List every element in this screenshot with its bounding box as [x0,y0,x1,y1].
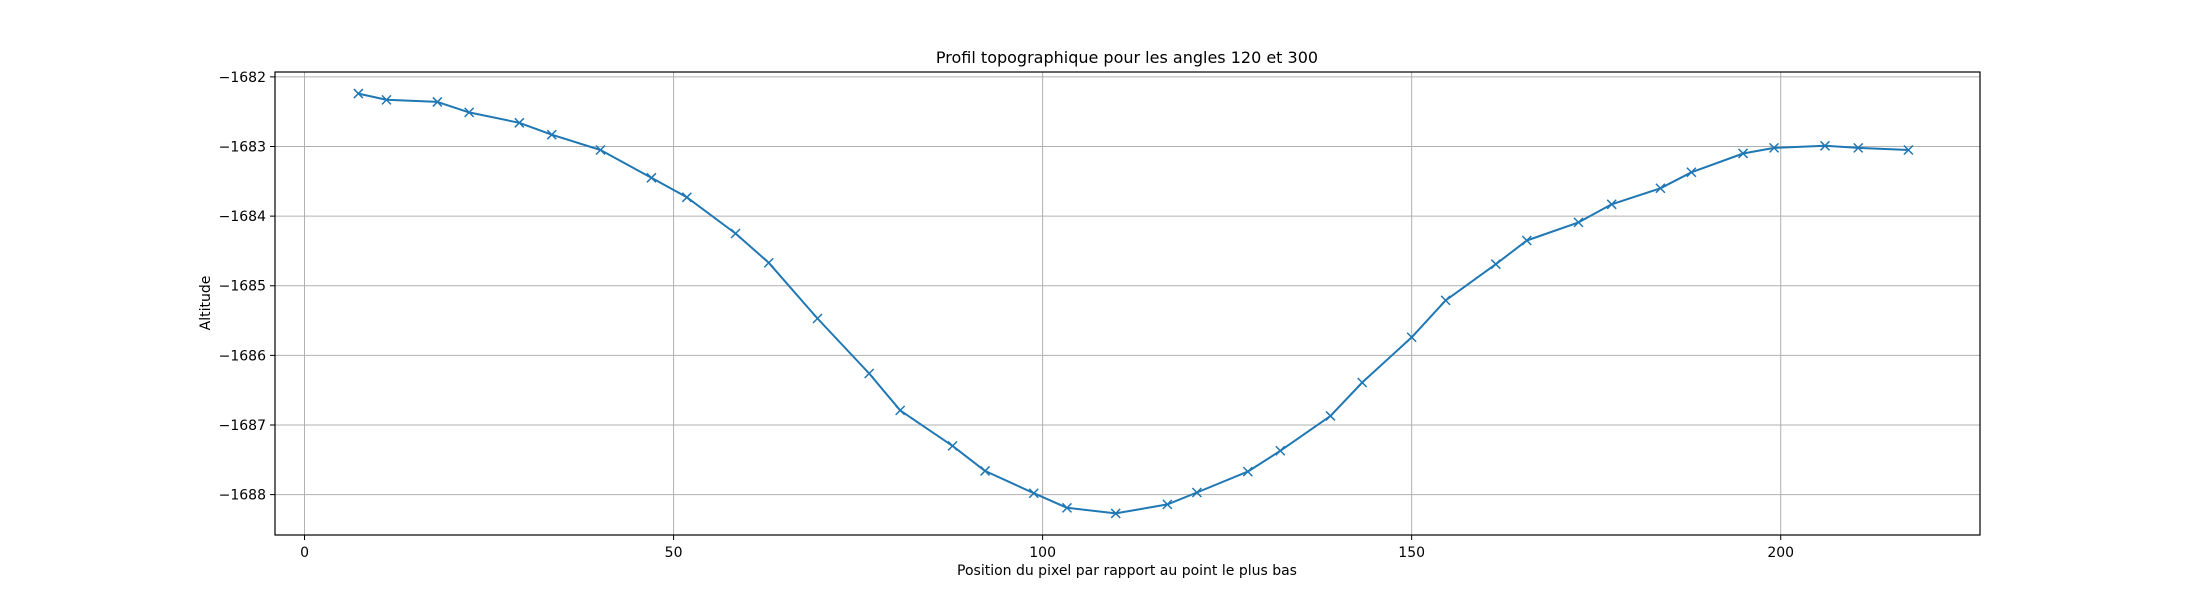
data-point-marker [1191,487,1202,498]
y-tick-label: −1686 [219,348,266,364]
data-point-marker [1061,502,1073,513]
data-point-marker [1490,259,1501,270]
data-point-marker [947,440,958,451]
grid [275,72,1980,535]
y-tick-label: −1688 [219,488,266,504]
data-point-marker [1853,142,1864,153]
x-axis-label: Position du pixel par rapport au point l… [957,563,1297,579]
data-point-marker [1686,167,1697,178]
data-point-marker [432,96,443,107]
x-tick-label: 0 [300,545,309,561]
y-tick-label: −1683 [219,139,266,155]
plot-frame [274,71,1981,536]
data-point-marker [1521,235,1532,246]
y-tick-label: −1687 [219,418,266,434]
series-line [358,92,1909,515]
data-point-marker [1440,295,1451,306]
chart-title: Profil topographique pour les angles 120… [936,48,1318,67]
data-point-marker [1738,148,1749,159]
data-point-marker [646,172,657,183]
data-point-marker [763,257,774,268]
data-point-marker [1325,410,1336,421]
data-point-marker [864,368,875,379]
data-point-marker [812,313,823,324]
y-tick-label: −1685 [219,279,266,295]
y-tick-label: −1682 [219,70,266,86]
data-point-marker [1242,466,1253,477]
data-point-marker [381,94,392,105]
data-point-marker [1655,183,1666,194]
data-point-marker [546,129,557,140]
x-tick-label: 50 [665,545,683,561]
x-axis: 0 50 100 150 200 [300,535,1794,561]
y-axis-label: Altitude [198,276,214,331]
data-point-marker [895,405,906,416]
data-point-marker [1406,332,1417,343]
data-point-marker [514,117,525,128]
data-point-marker [1028,488,1039,499]
data-point-marker [1357,377,1368,388]
data-point-marker [1769,142,1780,153]
data-point-marker [1162,499,1173,510]
data-point-marker [595,144,606,156]
x-tick-label: 150 [1398,545,1425,561]
data-point-marker [1819,140,1831,151]
y-tick-label: −1684 [219,209,266,225]
data-series [353,88,1914,519]
data-point-marker [1606,199,1617,210]
x-tick-label: 100 [1029,545,1056,561]
x-tick-label: 200 [1767,545,1794,561]
data-point-marker [681,192,692,203]
data-point-marker [1275,445,1286,456]
data-point-marker [980,465,991,476]
data-point-marker [730,228,741,239]
y-axis: −1682 −1683 −1684 −1685 −1686 −1687 −1688 [219,70,275,504]
data-point-marker [1573,217,1584,228]
data-point-marker [1110,508,1121,519]
data-point-marker [464,107,475,118]
data-point-marker [353,88,364,99]
data-point-marker [1903,144,1914,156]
